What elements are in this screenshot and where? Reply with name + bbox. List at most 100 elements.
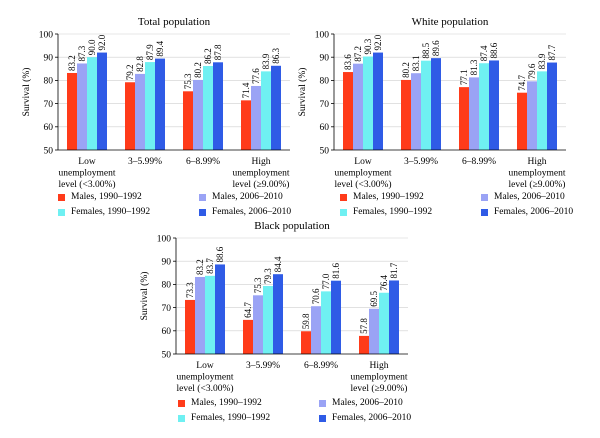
bar <box>359 335 369 354</box>
bar <box>135 73 145 150</box>
x-tick-label: 6–8.99% <box>304 361 338 371</box>
bar <box>379 292 389 354</box>
bar-value-label: 90.0 <box>87 39 97 55</box>
bar <box>353 63 363 150</box>
bar-value-label: 83.9 <box>537 53 547 69</box>
legend-item-females-1990: Females, 1990–1992 <box>178 412 270 424</box>
bar-value-label: 83.9 <box>261 53 271 69</box>
bar <box>459 87 469 150</box>
bar-value-label: 87.9 <box>145 44 155 60</box>
x-tick-label-line: Low <box>196 361 214 371</box>
y-axis-label: Survival (%) <box>139 272 150 321</box>
legend-item-males-1990: Males, 1990–1992 <box>340 191 424 203</box>
legend-item-females-2006: Females, 2006–2010 <box>481 206 573 218</box>
x-tick-label: Low unemployment level (<3.00%) <box>176 361 233 394</box>
bar-value-label: 75.3 <box>253 277 263 293</box>
bar-value-label: 90.3 <box>363 38 373 54</box>
y-tick-label: 70 <box>162 304 172 314</box>
x-tick-label-line: 3–5.99% <box>246 361 280 371</box>
y-tick-label: 50 <box>320 146 330 156</box>
chart-title: White population <box>412 16 489 28</box>
bar <box>421 60 431 150</box>
bar-value-label: 86.2 <box>203 48 213 64</box>
bar <box>537 71 547 150</box>
x-tick-label: High unemployment level (≥9.00%) <box>509 157 566 190</box>
x-tick-label-line: Low <box>78 157 96 167</box>
x-tick-label-line: 6–8.99% <box>462 157 496 167</box>
x-tick-label: Low unemployment level (<3.00%) <box>334 157 391 190</box>
bar <box>547 62 557 151</box>
legend-label: Females, 2006–2010 <box>332 413 412 423</box>
y-tick-label: 50 <box>162 350 172 360</box>
bar-value-label: 83.7 <box>205 258 215 274</box>
bar-value-label: 89.4 <box>155 40 165 56</box>
y-tick-label: 90 <box>44 54 54 64</box>
legend-label: Males, 1990–1992 <box>191 398 262 408</box>
bar-value-label: 77.0 <box>321 273 331 289</box>
legend-label: Males, 2006–2010 <box>494 192 565 202</box>
legend-swatch <box>481 193 488 201</box>
bar <box>343 72 353 150</box>
legend-swatch <box>481 208 488 216</box>
bar-value-label: 87.3 <box>77 45 87 61</box>
chart-black: Black population Survival (%) 50 60 70 80 90 10… <box>139 220 408 394</box>
bar-value-label: 73.3 <box>185 282 195 298</box>
x-tick-label: High unemployment level (≥9.00%) <box>351 361 408 394</box>
y-tick-label: 90 <box>162 258 172 268</box>
bar-value-label: 71.4 <box>241 82 251 98</box>
y-axis-label: Survival (%) <box>297 68 308 117</box>
chart-title: Black population <box>254 220 330 232</box>
bar <box>517 92 527 150</box>
legend-item-females-1990: Females, 1990–1992 <box>58 206 150 218</box>
bar <box>193 79 203 150</box>
legend-white: Males, 1990–1992 Males, 2006–2010 Female… <box>340 191 590 221</box>
bar-value-label: 88.6 <box>489 42 499 58</box>
bar <box>241 100 251 150</box>
legend-item-females-1990: Females, 1990–1992 <box>340 206 432 218</box>
bar <box>155 58 165 151</box>
y-tick-label: 70 <box>320 100 330 110</box>
bar <box>301 331 311 354</box>
bar <box>125 82 135 150</box>
legend-item-males-1990: Males, 1990–1992 <box>178 397 262 409</box>
legend-swatch <box>199 208 206 216</box>
bar-value-label: 79.6 <box>527 63 537 79</box>
y-tick-label: 60 <box>44 123 54 133</box>
bar-value-label: 77.6 <box>251 68 261 84</box>
bar-value-label: 64.7 <box>243 302 253 318</box>
x-tick-label-line: 6–8.99% <box>186 157 220 167</box>
bar <box>311 306 321 354</box>
chart-white: White population Survival (%) 50 60 70 80 90 10… <box>297 16 566 190</box>
x-tick-label-line: unemployment <box>335 169 392 179</box>
x-tick-label-line: Low <box>354 157 372 167</box>
bar <box>251 85 261 150</box>
x-tick-label-line: level (≥9.00%) <box>509 179 566 190</box>
x-tick-label-line: 3–5.99% <box>128 157 162 167</box>
legend-item-males-2006: Males, 2006–2010 <box>481 191 565 203</box>
y-tick-label: 80 <box>44 77 54 87</box>
x-tick-label-line: unemployment <box>233 169 290 179</box>
legend-swatch <box>178 399 185 407</box>
bar-value-label: 83.2 <box>67 55 77 71</box>
y-tick-label: 100 <box>157 234 172 244</box>
x-tick-label: Low unemployment level (<3.00%) <box>58 157 115 190</box>
x-tick-label-line: level (<3.00%) <box>176 383 233 394</box>
x-tick-label-line: level (<3.00%) <box>334 179 391 190</box>
bar-value-label: 84.4 <box>273 256 283 272</box>
bar-value-label: 76.4 <box>379 275 389 291</box>
bar-value-label: 82.8 <box>135 56 145 72</box>
bar <box>479 63 489 151</box>
bar <box>215 264 225 354</box>
bar <box>271 65 281 150</box>
x-tick-label: 6–8.99% <box>186 157 220 167</box>
bar-value-label: 87.7 <box>547 44 557 60</box>
x-tick-label-line: unemployment <box>509 169 566 179</box>
bar-value-label: 92.0 <box>97 34 107 50</box>
x-tick-label-line: High <box>528 157 547 167</box>
legend-label: Females, 1990–1992 <box>353 207 433 217</box>
bar <box>369 308 379 354</box>
bar-value-label: 81.3 <box>469 59 479 75</box>
y-tick-label: 50 <box>44 146 54 156</box>
legend-item-females-2006: Females, 2006–2010 <box>199 206 291 218</box>
